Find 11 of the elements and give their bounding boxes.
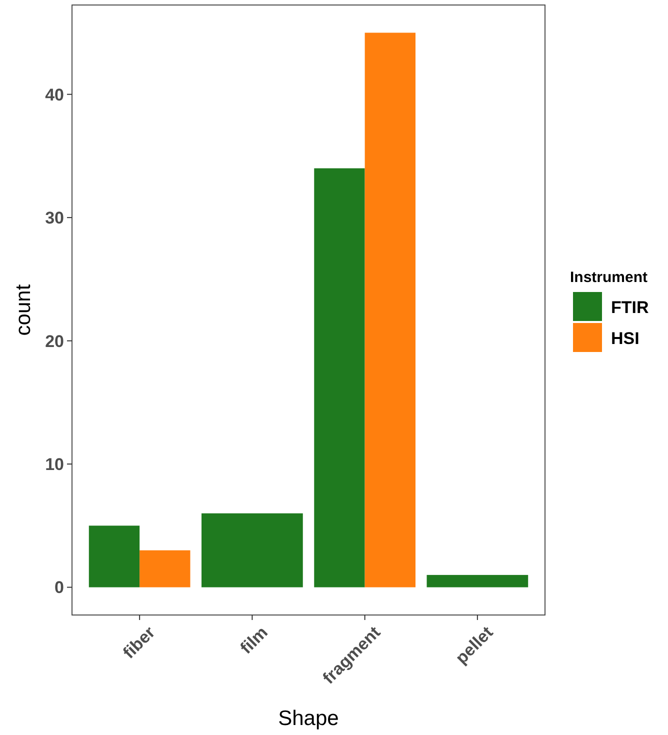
y-tick-label: 10 — [45, 454, 64, 474]
x-tick-label: film — [236, 622, 272, 658]
y-tick-label: 30 — [45, 208, 64, 228]
y-tick-label: 20 — [45, 332, 64, 351]
x-axis-title: Shape — [278, 707, 339, 730]
y-axis-title: count — [12, 284, 35, 336]
legend-label: HSI — [611, 328, 640, 348]
y-tick-label: 0 — [54, 578, 64, 598]
legend-title: Instrument — [570, 269, 648, 286]
legend-label: FTIR — [611, 298, 649, 317]
y-tick-label: 40 — [45, 85, 64, 104]
